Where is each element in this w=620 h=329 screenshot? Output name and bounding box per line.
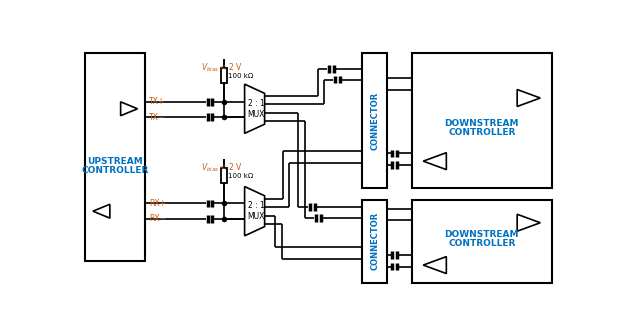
Text: RX+: RX+ (149, 199, 166, 208)
Text: CONTROLLER: CONTROLLER (82, 166, 149, 175)
Text: UPSTREAM: UPSTREAM (87, 157, 143, 165)
Text: CONNECTOR: CONNECTOR (370, 212, 379, 270)
Text: TX+: TX+ (149, 97, 166, 106)
Bar (363, 200, 387, 283)
Bar (363, 53, 387, 188)
Polygon shape (245, 187, 265, 236)
Text: $V_{bias}$ < 2 V: $V_{bias}$ < 2 V (202, 61, 243, 74)
Polygon shape (517, 214, 540, 231)
Polygon shape (121, 102, 138, 116)
Text: MUX: MUX (247, 212, 265, 221)
Bar (412, 200, 552, 283)
Bar (221, 168, 227, 184)
Bar (85, 53, 145, 261)
Text: RX−: RX− (149, 215, 166, 223)
Bar (221, 68, 227, 83)
Text: CONTROLLER: CONTROLLER (448, 128, 515, 137)
Text: 100 kΩ: 100 kΩ (228, 73, 254, 79)
Text: CONNECTOR: CONNECTOR (370, 91, 379, 150)
Text: TX−: TX− (149, 113, 166, 122)
Polygon shape (93, 204, 110, 218)
Text: CONTROLLER: CONTROLLER (448, 239, 515, 248)
Text: 100 kΩ: 100 kΩ (228, 173, 254, 179)
Polygon shape (423, 257, 446, 273)
Text: MUX: MUX (247, 110, 265, 119)
Text: 2 : 1: 2 : 1 (248, 99, 265, 108)
Polygon shape (517, 89, 540, 107)
Bar (412, 53, 552, 188)
Polygon shape (245, 84, 265, 134)
Text: DOWNSTREAM: DOWNSTREAM (445, 119, 519, 128)
Polygon shape (423, 153, 446, 170)
Text: 2 : 1: 2 : 1 (248, 201, 265, 210)
Text: $V_{bias}$ < 2 V: $V_{bias}$ < 2 V (202, 161, 243, 174)
Text: DOWNSTREAM: DOWNSTREAM (445, 230, 519, 239)
